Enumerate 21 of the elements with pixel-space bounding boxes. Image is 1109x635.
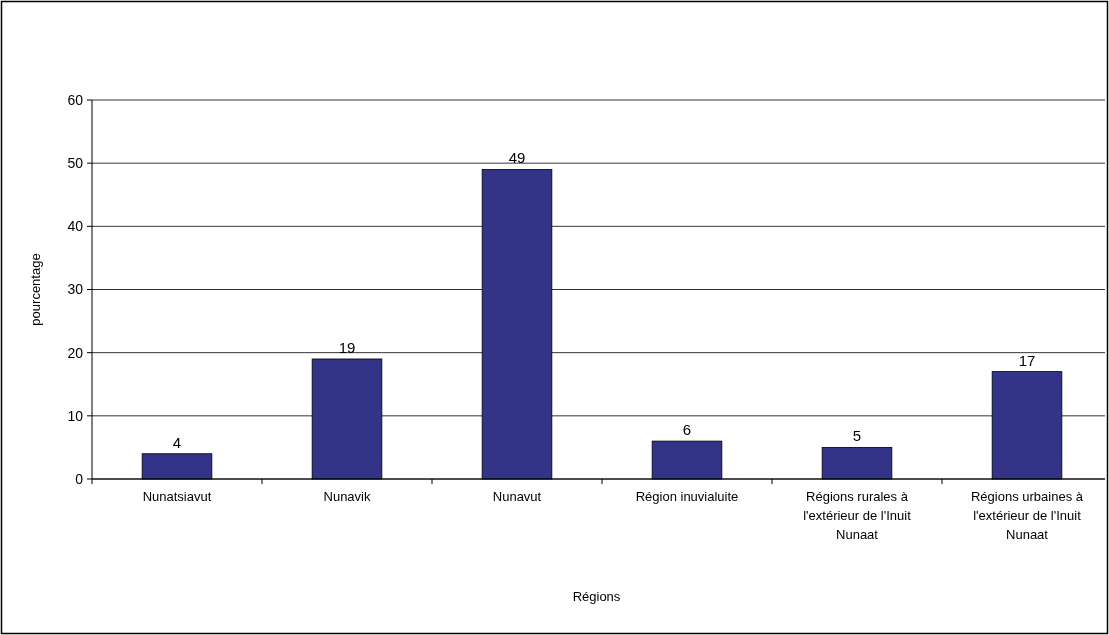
data-label: 5 [852, 427, 862, 445]
x-tick-label: Régions rurales à l'extérieur de l'Inuit Nunaat [803, 489, 912, 542]
x-tick-label: Nunatsiavut [142, 489, 212, 504]
x-axis-title: Régions [572, 589, 621, 604]
y-tick-label: 20 [67, 344, 84, 361]
data-label: 19 [338, 338, 356, 356]
x-tick-label: Régions urbaines à l'extérieur de l'Inuit Nunaat [970, 489, 1084, 542]
y-tick-label: 0 [75, 470, 84, 487]
x-tick-label: Région inuvialuite [635, 489, 739, 504]
y-tick-label: 10 [67, 407, 84, 424]
y-tick-label: 40 [67, 218, 84, 235]
data-label: 4 [172, 433, 182, 451]
x-tick-label: Nunavik [323, 489, 371, 504]
x-tick-label: Nunavut [492, 489, 542, 504]
y-axis-title: pourcentage [28, 253, 43, 326]
y-tick-label: 50 [67, 155, 84, 172]
y-tick-label: 30 [67, 281, 84, 298]
data-label: 49 [508, 149, 526, 167]
data-label: 6 [682, 421, 692, 439]
data-label: 17 [1018, 351, 1036, 369]
y-tick-label: 60 [67, 91, 84, 108]
